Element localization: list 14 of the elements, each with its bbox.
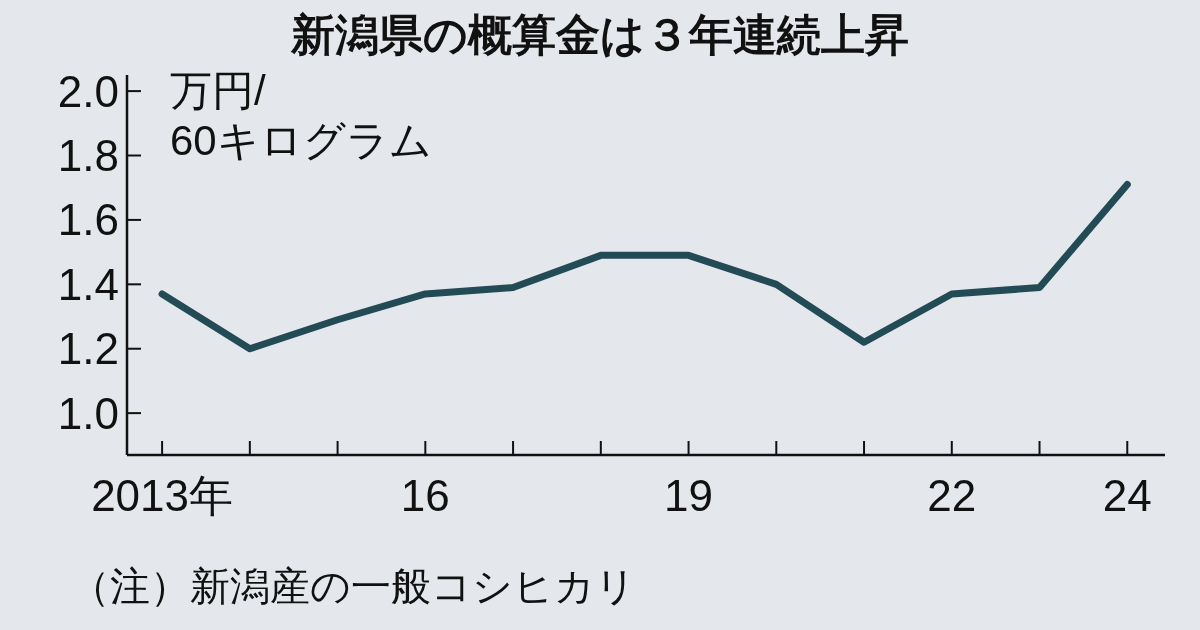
ylabel: 万円/ 60キログラム xyxy=(170,67,432,164)
annotation: （注）新潟産の一般コシヒカリ xyxy=(70,564,636,608)
ytick-label: 1.4 xyxy=(57,259,119,309)
xtick-label: 2013年 xyxy=(91,471,234,520)
title: 新潟県の概算金は３年連続上昇 xyxy=(291,10,909,59)
ytick-label: 1.0 xyxy=(57,388,119,438)
ytick-label: 1.2 xyxy=(57,324,119,374)
ytick-label: 2.0 xyxy=(57,66,119,116)
xtick-label: 22 xyxy=(927,471,977,520)
xtick-label: 19 xyxy=(664,471,714,520)
xtick-label: 16 xyxy=(400,471,450,520)
ytick-label: 1.6 xyxy=(57,195,119,245)
ytick-label: 1.8 xyxy=(57,131,119,180)
xtick-label: 24 xyxy=(1102,471,1152,520)
